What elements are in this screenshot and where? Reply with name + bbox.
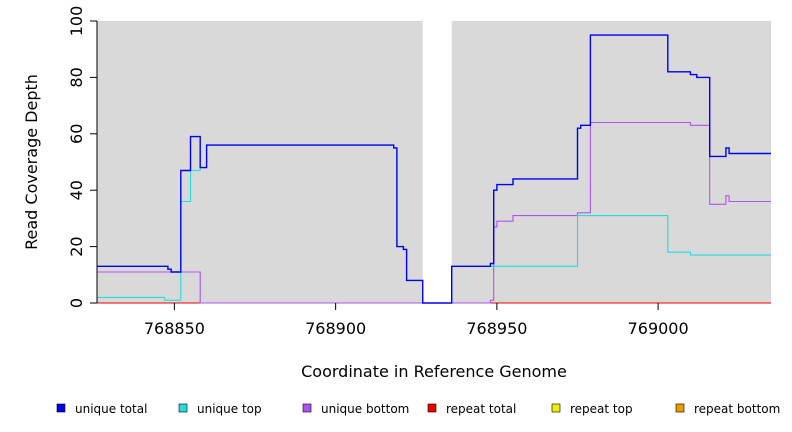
- legend-label-unique-total: unique total: [75, 402, 147, 416]
- legend-swatch-unique-bottom: [302, 403, 312, 413]
- legend-label-unique-top: unique top: [197, 402, 262, 416]
- legend-swatch-unique-top: [178, 403, 188, 413]
- y-tick-label: 40: [67, 180, 86, 200]
- legend: unique total unique top unique bottom repea…: [56, 402, 780, 416]
- series-line-unique-total: [97, 34, 771, 304]
- x-tick-label: 769000: [628, 319, 689, 338]
- y-tick-label: 100: [67, 6, 86, 37]
- y-tick-label: 0: [67, 298, 86, 308]
- series-line-unique-bottom: [97, 121, 771, 304]
- series-layer: [97, 34, 771, 304]
- legend-swatch-unique-total: [56, 403, 66, 413]
- uncovered-region: [422, 21, 452, 303]
- legend-label-repeat-bottom: repeat bottom: [694, 402, 780, 416]
- legend-swatch-repeat-top: [551, 403, 561, 413]
- x-tick-label: 768900: [305, 319, 366, 338]
- y-tick-label: 20: [67, 236, 86, 256]
- y-tick-label: 80: [67, 67, 86, 87]
- legend-label-unique-bottom: unique bottom: [321, 402, 409, 416]
- y-axis-title: Read Coverage Depth: [22, 74, 41, 250]
- x-axis-title: Coordinate in Reference Genome: [301, 362, 567, 381]
- axes-layer: 0 20 40 60 80 100 768850 768900 768950 769000: [67, 6, 689, 338]
- x-tick-label: 768850: [144, 319, 205, 338]
- x-tick-label: 768950: [466, 319, 527, 338]
- legend-swatch-repeat-bottom: [675, 403, 685, 413]
- y-tick-label: 60: [67, 124, 86, 144]
- legend-label-repeat-top: repeat top: [570, 402, 633, 416]
- legend-label-repeat-total: repeat total: [446, 402, 516, 416]
- legend-swatch-repeat-total: [427, 403, 437, 413]
